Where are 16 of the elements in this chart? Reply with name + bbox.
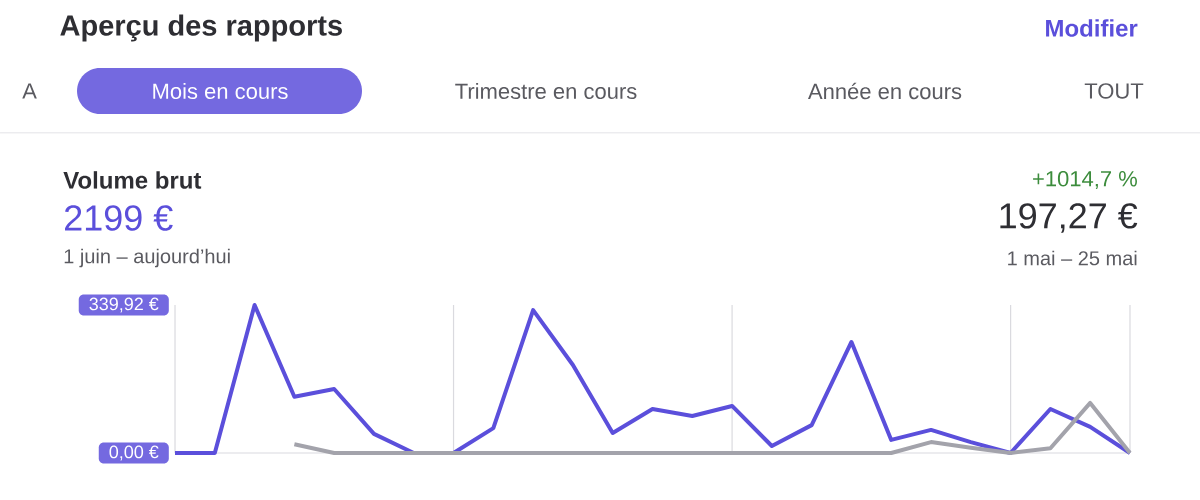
y-tick-label: 0,00 € <box>109 445 159 461</box>
text: Trimestre en cours <box>455 82 637 100</box>
line-series <box>173 302 1132 455</box>
text: TOUT <box>1084 83 1144 99</box>
y-tick-label: 339,92 € <box>89 297 159 313</box>
text: Modifier <box>1046 19 1138 37</box>
chart-title: Aperçu des rapports <box>60 14 342 42</box>
text: 1 juin – aujourd’hui <box>64 248 230 268</box>
text: 197,27 € <box>1000 203 1138 233</box>
text: Volume brut <box>63 171 202 189</box>
text: +1014,7 % <box>1033 170 1137 190</box>
text: Année en cours <box>807 82 962 100</box>
text: A <box>22 83 37 99</box>
text: 1 mai – 25 mai <box>1008 250 1137 266</box>
text: 2199 € <box>65 205 173 231</box>
text: Mois en cours <box>153 82 288 100</box>
